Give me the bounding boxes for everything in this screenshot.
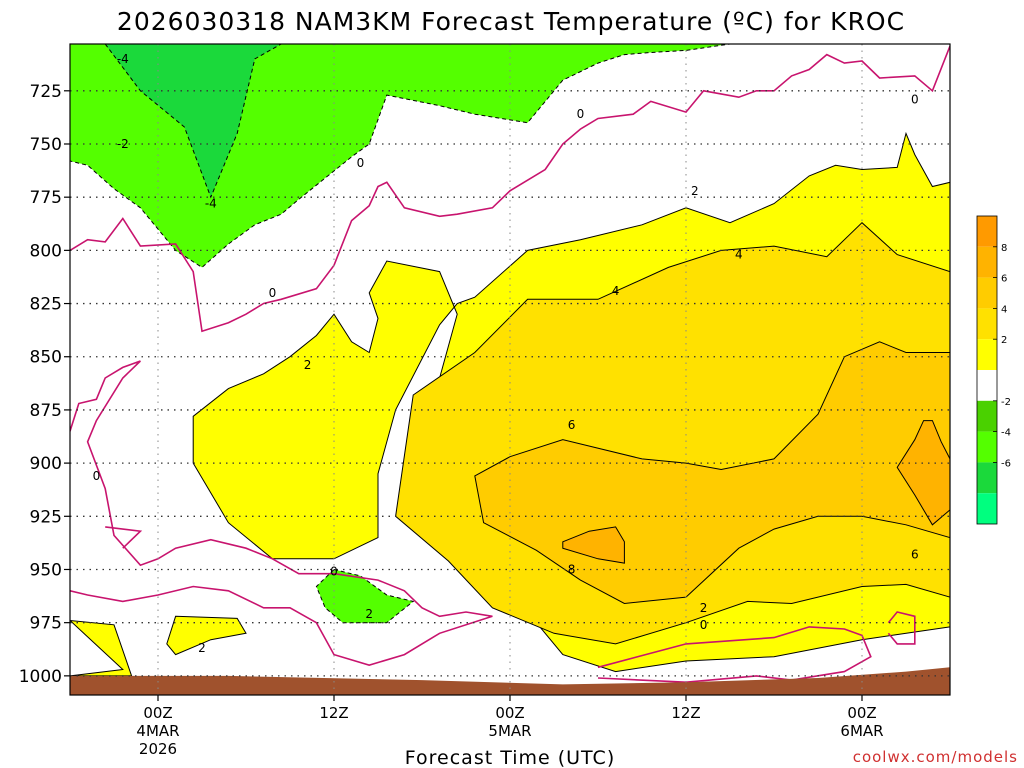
zero-isotherm-3 <box>105 526 143 549</box>
temp-region--4-9 <box>104 44 283 199</box>
x-tick-label-20-0: 12Z <box>319 704 348 722</box>
y-tick-label-950: 950 <box>30 560 62 580</box>
contour-label-15: 2 <box>365 607 373 621</box>
contour-label-12: 8 <box>568 562 576 576</box>
x-tick-label-0-1: 4MAR <box>136 722 179 740</box>
grid-lines <box>70 44 950 695</box>
colorbar-frame <box>976 215 998 525</box>
colorbar-swatch-0 <box>977 216 997 247</box>
colorbar-swatch-3 <box>977 308 997 340</box>
colorbar: 8 6 4 2 -2 -4 -6 <box>976 215 1011 525</box>
colorbar-label-0: 8 <box>1001 243 1007 254</box>
y-tick-label-875: 875 <box>30 401 62 421</box>
contour-label-16: 2 <box>198 641 206 655</box>
y-tick-label-825: 825 <box>30 295 62 315</box>
contour-label-9: 4 <box>735 248 743 262</box>
colorbar-swatch-1 <box>977 246 997 278</box>
y-tick-label-1000: 1000 <box>19 667 62 687</box>
ground-layer <box>70 667 950 695</box>
zero-isotherm-2 <box>597 626 872 684</box>
contour-label-7: 2 <box>691 184 699 198</box>
x-tick-label-60-0: 12Z <box>671 704 700 722</box>
contour-label-19: 0 <box>911 92 919 106</box>
y-tick-label-925: 925 <box>30 507 62 527</box>
contour-label-13: 0 <box>93 469 101 483</box>
contour-label-5: 0 <box>269 286 277 300</box>
contour-label-10: 6 <box>568 418 576 432</box>
temp-region-8-5 <box>562 526 625 564</box>
temperature-regions <box>70 44 950 677</box>
zero-isotherm-4 <box>887 611 916 645</box>
zero-isotherm-0 <box>70 45 950 333</box>
y-tick-label-750: 750 <box>30 135 62 155</box>
ground-fill <box>70 667 950 695</box>
x-tick-label-40-0: 00Z <box>495 704 524 722</box>
colorbar-label-5: -4 <box>1001 428 1011 439</box>
x-tick-label-80-0: 00Z <box>847 704 876 722</box>
x-axis-label: Forecast Time (UTC) <box>405 747 615 768</box>
colorbar-swatch-9 <box>977 493 997 524</box>
contour-label-11: 6 <box>911 548 919 562</box>
colorbar-label-3: 2 <box>1001 335 1007 346</box>
y-tick-label-850: 850 <box>30 348 62 368</box>
colorbar-swatch-2 <box>977 277 997 309</box>
colorbar-swatch-5 <box>977 370 997 401</box>
colorbar-label-6: -6 <box>1001 458 1011 469</box>
zero-isotherm-1 <box>70 360 493 667</box>
contour-labels: -4 -2 -4 0 0 0 2 2 4 4 6 6 8 0 0 2 2 2 0 0 <box>93 52 919 655</box>
chart-title: 2026030318 NAM3KM Forecast Temperature (… <box>117 7 905 36</box>
contour-label-17: 2 <box>700 601 708 615</box>
contour-label-8: 4 <box>612 284 620 298</box>
contour-label-6: 2 <box>304 358 312 372</box>
x-tick-label-0-0: 00Z <box>143 704 172 722</box>
y-tick-label-975: 975 <box>30 614 62 634</box>
colorbar-swatch-8 <box>977 462 997 494</box>
contour-label-14: 0 <box>330 565 338 579</box>
credit-text: coolwx.com/models <box>853 748 1018 766</box>
colorbar-label-4: -2 <box>1001 397 1011 408</box>
x-tick-label-80-1: 6MAR <box>840 722 883 740</box>
x-tick-label-0-2: 2026 <box>139 740 177 758</box>
colorbar-swatch-6 <box>977 400 997 432</box>
contour-label-0: -4 <box>117 52 129 66</box>
zero-isotherms <box>70 45 950 684</box>
colorbar-label-2: 4 <box>1001 304 1007 315</box>
contour-label-1: -2 <box>117 137 129 151</box>
contour-label-3: 0 <box>357 156 365 170</box>
y-axis: 725 750 775 800 825 850 875 900 925 950 975 1000 <box>19 82 70 687</box>
temp-region--2-8 <box>315 568 415 624</box>
temp-region-8-6 <box>896 420 950 526</box>
colorbar-swatch-7 <box>977 431 997 463</box>
y-tick-label-725: 725 <box>30 82 62 102</box>
y-tick-label-800: 800 <box>30 241 62 261</box>
y-tick-label-900: 900 <box>30 454 62 474</box>
x-tick-label-40-1: 5MAR <box>488 722 531 740</box>
temp-region-2-1 <box>166 615 247 656</box>
contour-label-4: 0 <box>577 107 585 121</box>
y-tick-label-775: 775 <box>30 188 62 208</box>
colorbar-swatch-4 <box>977 339 997 370</box>
colorbar-label-1: 6 <box>1001 274 1007 285</box>
contour-label-18: 0 <box>700 618 708 632</box>
contour-label-2: -4 <box>205 197 217 211</box>
